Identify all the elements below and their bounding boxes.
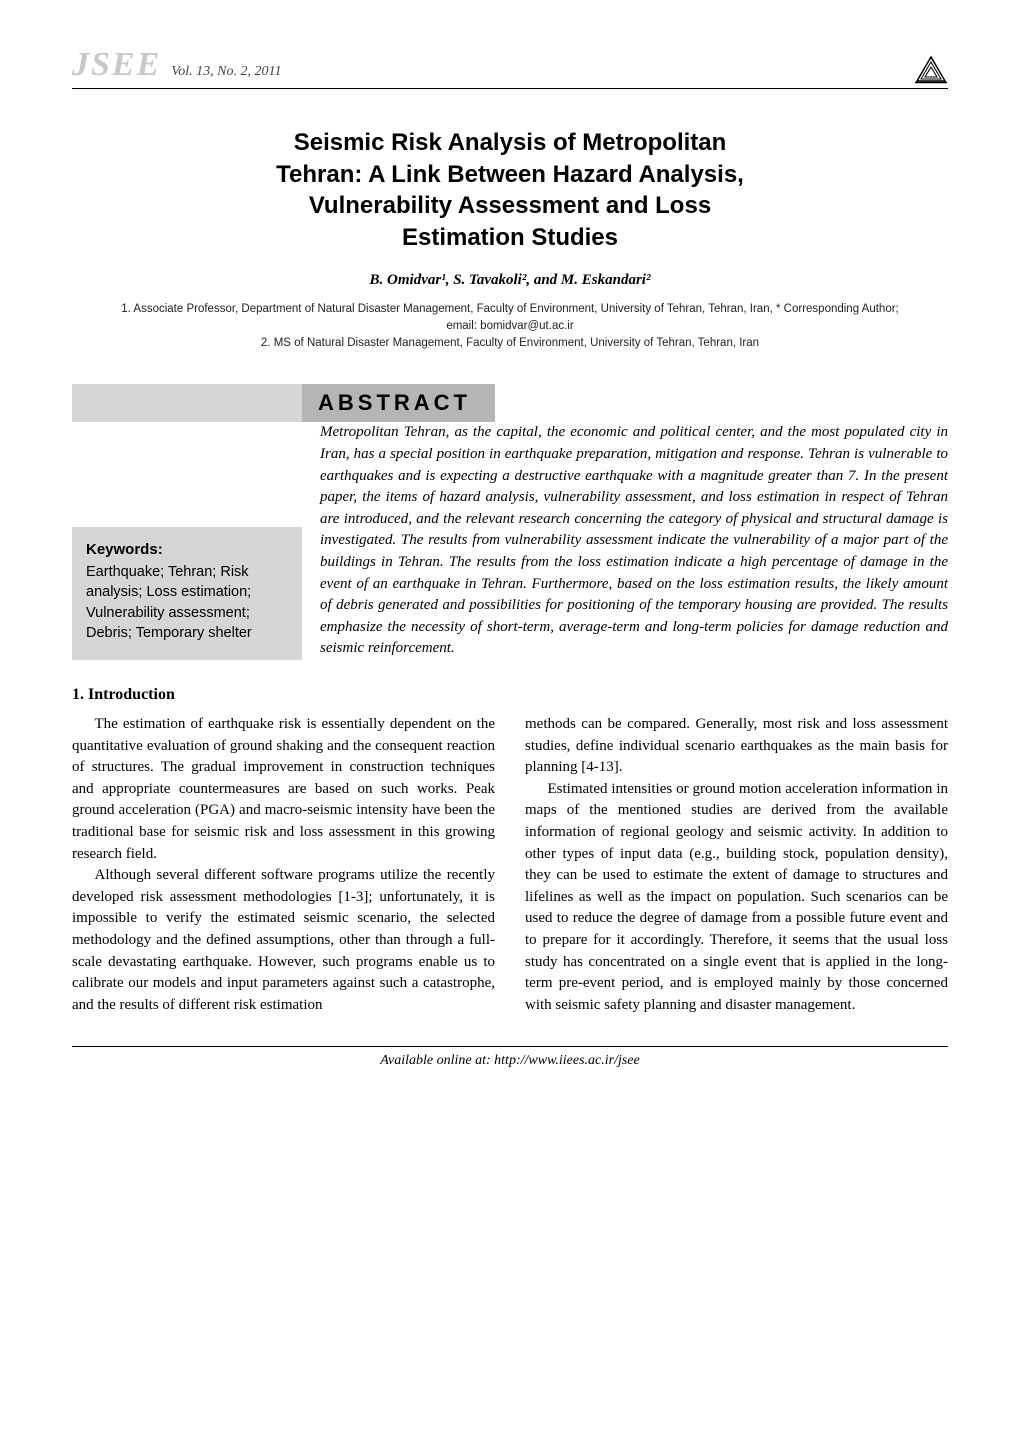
section-1-title: 1. Introduction xyxy=(72,686,948,704)
abstract-row: Keywords: Earthquake; Tehran; Risk analy… xyxy=(72,422,948,660)
body-para: Although several different software prog… xyxy=(72,865,495,1016)
volume-issue: Vol. 13, No. 2, 2011 xyxy=(171,64,281,79)
journal-block: JSEE Vol. 13, No. 2, 2011 xyxy=(72,46,281,84)
body-text: The estimation of earthquake risk is ess… xyxy=(72,716,495,862)
paper-title: Seismic Risk Analysis of Metropolitan Te… xyxy=(102,127,918,254)
journal-abbrev: JSEE xyxy=(72,46,161,83)
body-columns: The estimation of earthquake risk is ess… xyxy=(72,714,948,1016)
body-column-left: The estimation of earthquake risk is ess… xyxy=(72,714,495,1016)
affiliation-2: 2. MS of Natural Disaster Management, Fa… xyxy=(106,335,914,352)
abstract-heading-wrap: ABSTRACT xyxy=(302,384,948,422)
header-row: JSEE Vol. 13, No. 2, 2011 xyxy=(72,46,948,89)
affiliations: 1. Associate Professor, Department of Na… xyxy=(106,301,914,353)
abstract-heading-row: ABSTRACT xyxy=(72,384,948,422)
body-para: methods can be compared. Generally, most… xyxy=(525,714,948,779)
body-column-right: methods can be compared. Generally, most… xyxy=(525,714,948,1016)
keywords-body: Earthquake; Tehran; Risk analysis; Loss … xyxy=(86,562,288,644)
keywords-box: Keywords: Earthquake; Tehran; Risk analy… xyxy=(72,527,302,660)
abstract-left-strip xyxy=(72,384,302,422)
body-para: Estimated intensities or ground motion a… xyxy=(525,779,948,1017)
affiliation-1: 1. Associate Professor, Department of Na… xyxy=(106,301,914,336)
publisher-logo-icon xyxy=(914,54,948,84)
abstract-heading: ABSTRACT xyxy=(302,384,495,422)
footer-availability: Available online at: http://www.iiees.ac… xyxy=(72,1046,948,1069)
title-block: Seismic Risk Analysis of Metropolitan Te… xyxy=(102,127,918,254)
authors-line: B. Omidvar¹, S. Tavakoli², and M. Eskand… xyxy=(72,272,948,289)
body-para: The estimation of earthquake risk is ess… xyxy=(72,714,495,865)
abstract-text: Metropolitan Tehran, as the capital, the… xyxy=(320,422,948,660)
keywords-title: Keywords: xyxy=(86,541,288,558)
sidebar-column: Keywords: Earthquake; Tehran; Risk analy… xyxy=(72,422,302,660)
